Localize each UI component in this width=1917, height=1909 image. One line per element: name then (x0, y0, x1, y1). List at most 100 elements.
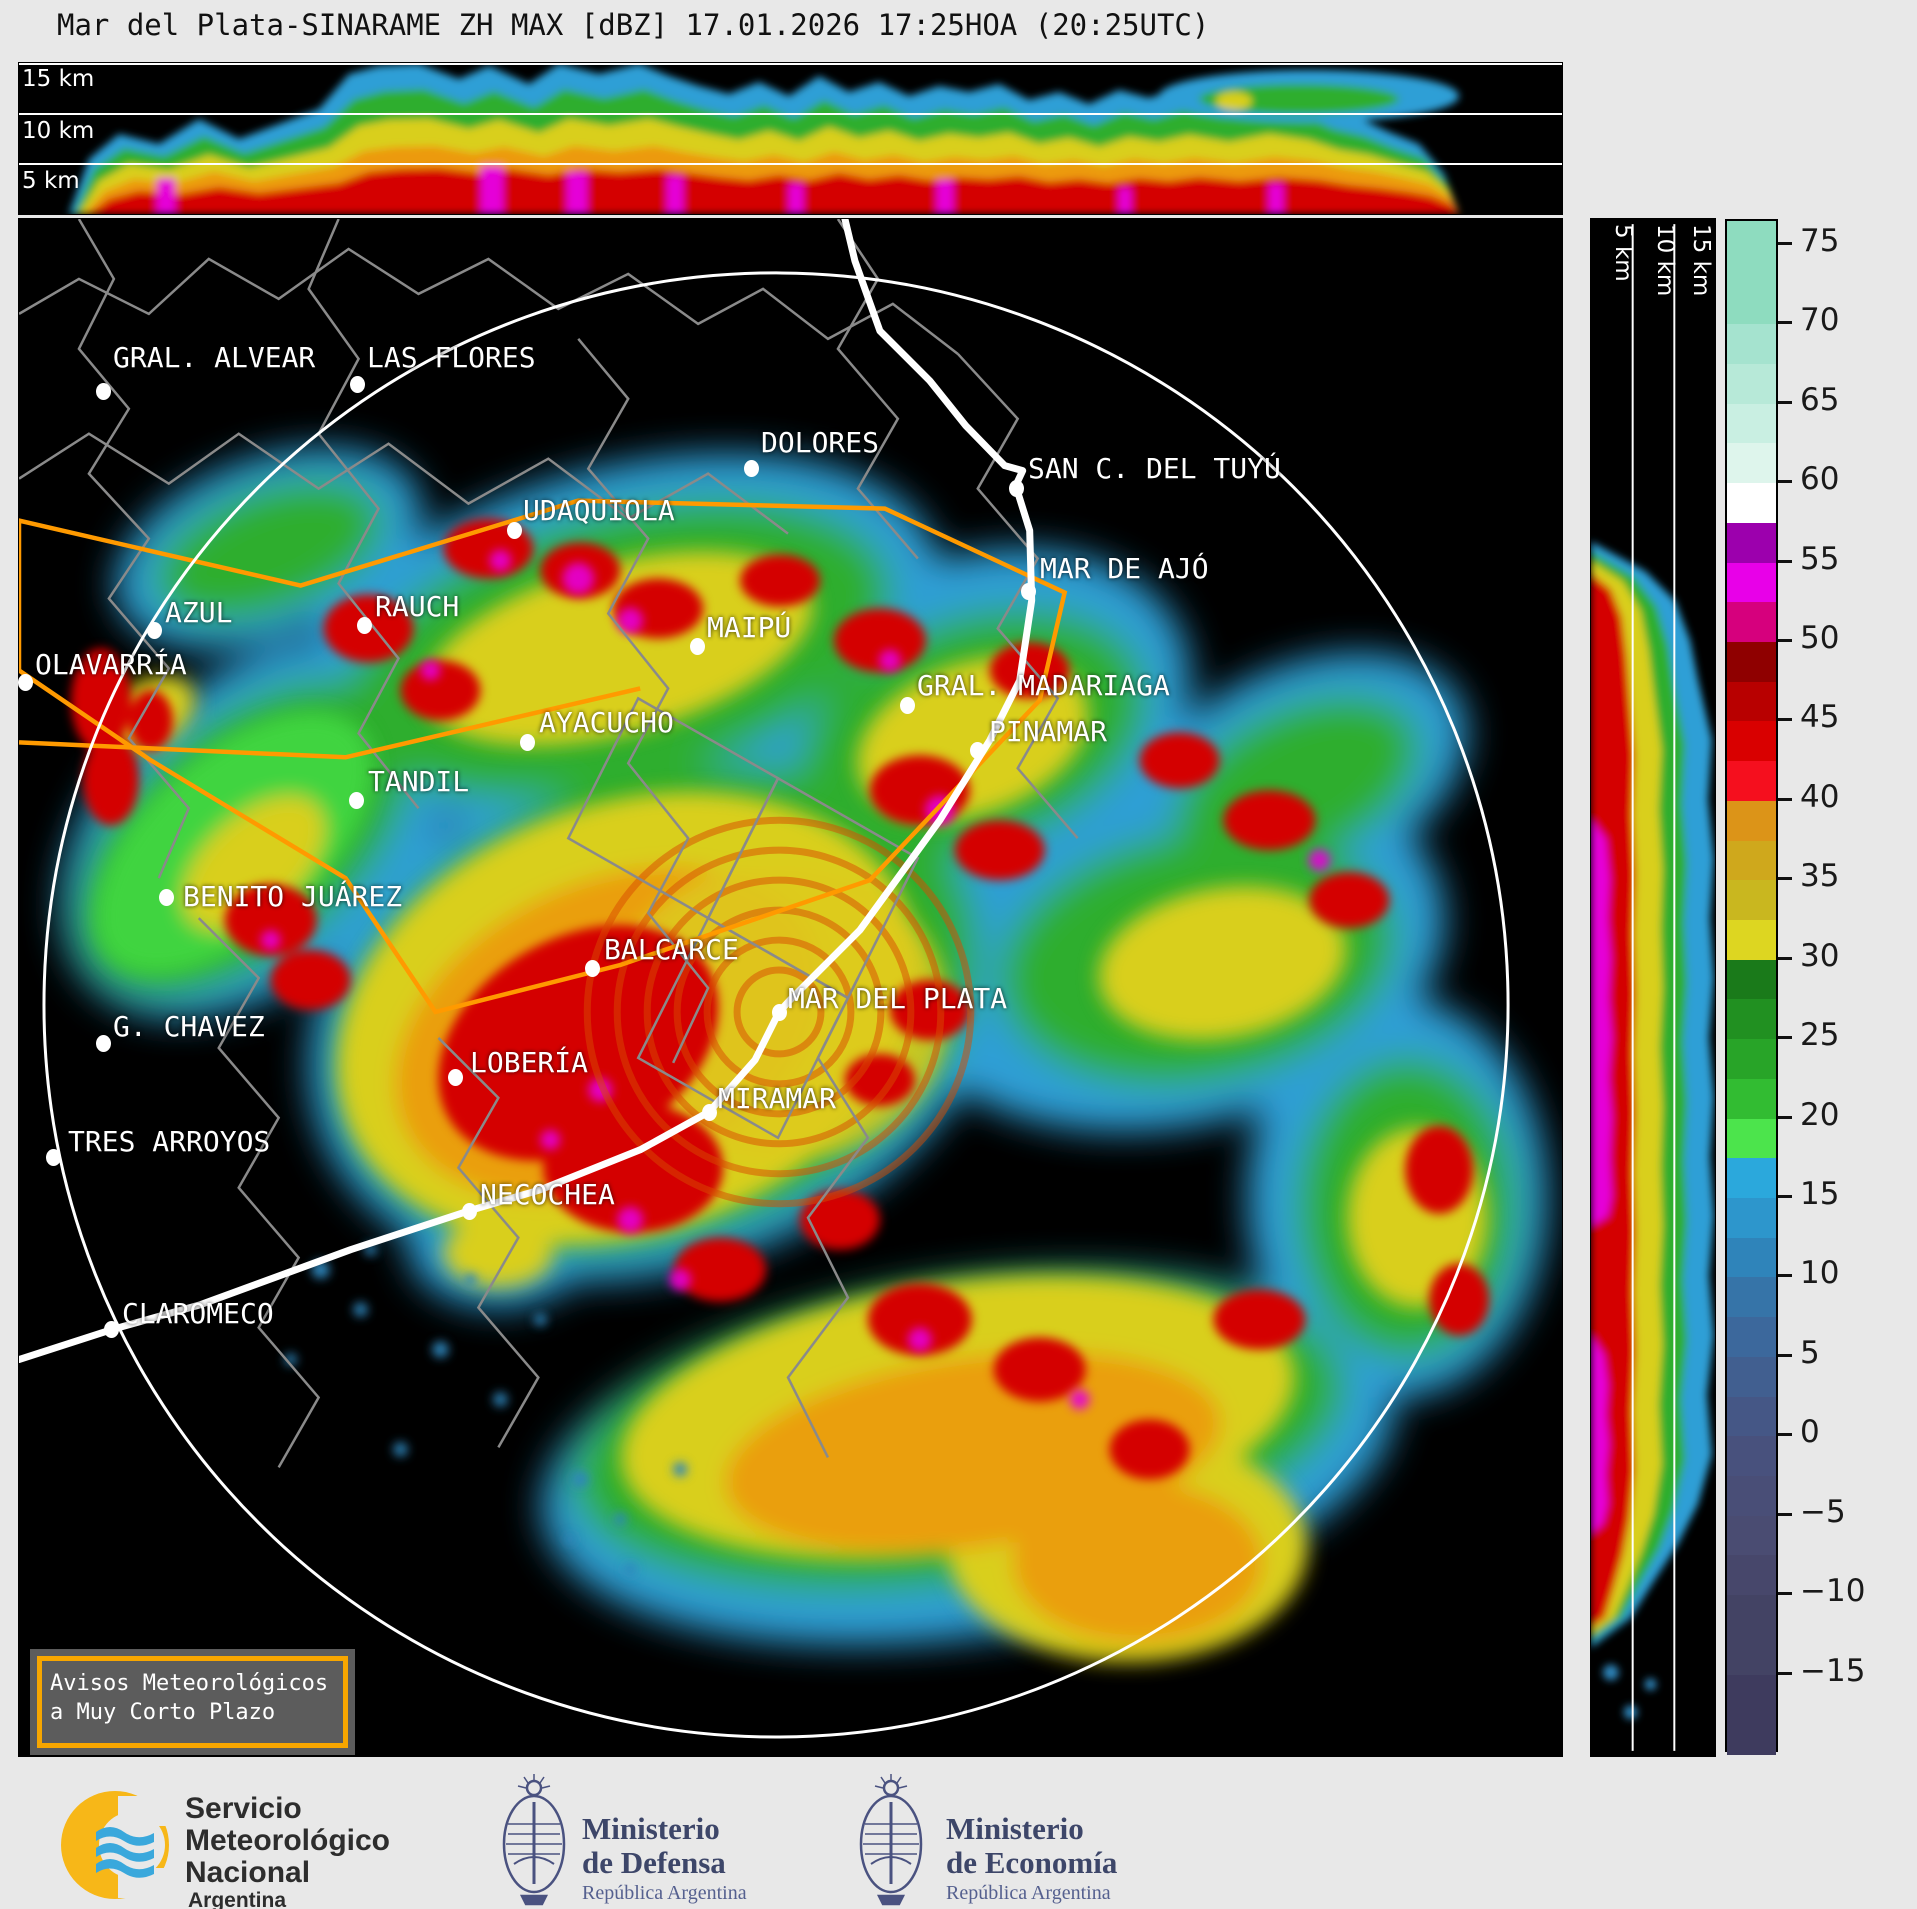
colorbar-band (1727, 403, 1776, 444)
colorbar-band (1727, 1475, 1776, 1517)
city-dot (900, 697, 915, 714)
colorbar-band (1727, 761, 1776, 802)
warning-box-border (37, 1656, 348, 1748)
colorbar-tick-label: 40 (1800, 779, 1840, 816)
colorbar-tick-label: 55 (1800, 540, 1840, 577)
city-label: CLAROMECO (122, 1297, 274, 1330)
warning-polygons (19, 498, 1068, 1015)
city-label: GRAL. MADARIAGA (917, 669, 1170, 702)
colorbar-band (1727, 1396, 1776, 1437)
city-label: AYACUCHO (539, 706, 674, 739)
colorbar-tick (1778, 1353, 1792, 1357)
colorbar-band (1727, 1118, 1776, 1159)
city-dot (448, 1069, 463, 1086)
defensa-sub: República Argentina (582, 1882, 747, 1904)
city-dot (744, 460, 759, 477)
top-cross-section-panel (18, 62, 1563, 215)
economia-line2: de Economía (946, 1845, 1118, 1880)
colorbar-tick (1778, 797, 1792, 801)
colorbar-band (1727, 1158, 1776, 1199)
colorbar-band (1727, 800, 1776, 842)
city-dot (507, 522, 522, 539)
colorbar-tick (1778, 559, 1792, 563)
city-label: UDAQUIOLA (523, 494, 675, 527)
right-panel-reflectivity-field (1591, 541, 1715, 1720)
city-dot (96, 1035, 111, 1052)
colorbar-band (1727, 959, 1776, 1000)
colorbar-band (1727, 522, 1776, 564)
colorbar-band (1727, 221, 1776, 325)
city-dot (18, 674, 33, 691)
colorbar-band (1727, 681, 1776, 722)
city-dot (772, 1004, 787, 1021)
colorbar-band (1727, 602, 1776, 643)
product-title: Mar del Plata-SINARAME ZH MAX [dBZ] 17.0… (57, 8, 1210, 42)
city-label: SAN C. DEL TUYÚ (1028, 452, 1281, 485)
city-dot (970, 742, 985, 759)
radar-map-panel (18, 218, 1563, 1757)
colorbar-tick (1778, 1115, 1792, 1119)
smn-country-label: Argentina (188, 1889, 287, 1909)
colorbar-tick (1778, 321, 1792, 325)
city-label: MAR DEL PLATA (788, 982, 1008, 1015)
colorbar-band (1727, 840, 1776, 881)
colorbar-tick-label: 50 (1800, 620, 1840, 657)
colorbar-band (1727, 880, 1776, 921)
smn-name-line2: Meteorológico (185, 1824, 391, 1857)
city-dot (1009, 480, 1024, 497)
city-label: DOLORES (761, 426, 880, 459)
colorbar-tick (1778, 718, 1792, 722)
colorbar-tick-label: 30 (1800, 937, 1840, 974)
city-label: BALCARCE (604, 933, 739, 966)
colorbar-band (1727, 1237, 1776, 1279)
colorbar-tick (1778, 1194, 1792, 1198)
city-dot (159, 889, 174, 906)
province-borders (19, 219, 1079, 1468)
colorbar-tick (1778, 1036, 1792, 1040)
right-cross-section-panel (1590, 218, 1716, 1757)
dbz-colorbar (1725, 219, 1778, 1755)
city-label: MAR DE AJÓ (1040, 552, 1209, 585)
colorbar-tick (1778, 1512, 1792, 1516)
colorbar-band (1727, 1436, 1776, 1477)
colorbar-tick-label: −15 (1800, 1652, 1866, 1689)
colorbar-band (1727, 1078, 1776, 1120)
city-dot (690, 638, 705, 655)
short-term-warnings-button[interactable]: Avisos Meteorológicos a Muy Corto Plazo (30, 1649, 355, 1755)
colorbar-band (1727, 1555, 1776, 1596)
city-dot (96, 383, 111, 400)
city-label: TRES ARROYOS (68, 1125, 271, 1158)
colorbar-band (1727, 1515, 1776, 1557)
colorbar-tick-label: 10 (1800, 1255, 1840, 1292)
colorbar-band (1727, 483, 1776, 524)
colorbar-band (1727, 1039, 1776, 1080)
colorbar-tick-label: 15 (1800, 1176, 1840, 1213)
colorbar-tick-label: 45 (1800, 699, 1840, 736)
colorbar-band (1727, 1356, 1776, 1398)
colorbar-tick-label: −10 (1800, 1573, 1866, 1610)
colorbar-tick (1778, 1592, 1792, 1596)
city-dot (357, 617, 372, 634)
colorbar-tick-label: 60 (1800, 461, 1840, 498)
colorbar-tick (1778, 1274, 1792, 1278)
city-label: TANDIL (368, 765, 470, 798)
city-dot (349, 792, 364, 809)
colorbar-tick (1778, 1671, 1792, 1675)
city-label: RAUCH (375, 590, 460, 623)
city-dot (462, 1203, 477, 1220)
colorbar-tick-label: 75 (1800, 223, 1840, 260)
colorbar-tick (1778, 956, 1792, 960)
economia-sub: República Argentina (946, 1882, 1111, 1904)
colorbar-band (1727, 1317, 1776, 1358)
colorbar-tick-label: −5 (1800, 1493, 1846, 1530)
colorbar-tick-label: 20 (1800, 1096, 1840, 1133)
colorbar-tick-label: 65 (1800, 381, 1840, 418)
economia-coat-of-arms-icon (859, 1774, 923, 1906)
colorbar-band (1727, 324, 1776, 365)
colorbar-band (1727, 443, 1776, 484)
colorbar-band (1727, 1277, 1776, 1318)
colorbar-tick (1778, 400, 1792, 404)
city-dot (520, 734, 535, 751)
colorbar-tick-label: 0 (1800, 1414, 1820, 1451)
